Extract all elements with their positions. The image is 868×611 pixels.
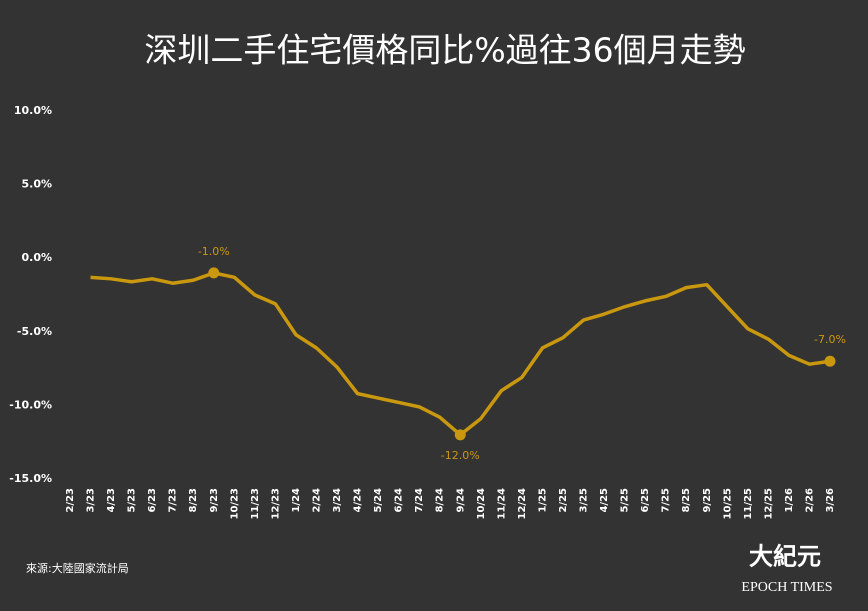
y-tick-label: -10.0% bbox=[9, 398, 52, 411]
x-tick-label: 8/25 bbox=[681, 488, 692, 513]
x-tick-label: 10/23 bbox=[229, 488, 240, 520]
x-tick-label: 9/24 bbox=[455, 488, 466, 513]
x-tick-label: 10/25 bbox=[722, 488, 733, 520]
y-tick-label: 5.0% bbox=[21, 178, 52, 191]
y-tick-label: -5.0% bbox=[17, 325, 52, 338]
point-marker bbox=[208, 267, 220, 279]
x-tick-label: 2/25 bbox=[558, 488, 569, 513]
x-tick-label: 11/25 bbox=[743, 488, 754, 520]
logo-name: 大紀元 bbox=[749, 542, 821, 571]
chart-title: 深圳二手住宅價格同比%過往36個月走勢 bbox=[144, 31, 745, 70]
x-tick-label: 9/25 bbox=[702, 488, 713, 513]
x-tick-label: 6/25 bbox=[640, 488, 651, 513]
x-tick-label: 11/23 bbox=[250, 488, 261, 520]
x-tick-label: 6/24 bbox=[394, 488, 405, 513]
logo-subtitle: EPOCH TIMES bbox=[741, 580, 832, 595]
y-tick-label: 0.0% bbox=[21, 251, 52, 264]
x-tick-label: 7/25 bbox=[661, 488, 672, 513]
x-tick-label: 8/24 bbox=[435, 488, 446, 513]
x-tick-label: 1/26 bbox=[784, 488, 795, 513]
data-label: -1.0% bbox=[198, 245, 230, 258]
x-tick-label: 7/24 bbox=[414, 488, 425, 513]
point-marker bbox=[454, 429, 466, 441]
x-tick-label: 6/23 bbox=[147, 488, 158, 513]
x-tick-label: 4/23 bbox=[106, 488, 117, 513]
y-tick-label: 10.0% bbox=[14, 104, 52, 117]
x-tick-label: 3/23 bbox=[86, 488, 97, 513]
x-tick-label: 2/24 bbox=[311, 488, 322, 513]
x-tick-label: 12/23 bbox=[270, 488, 281, 520]
data-label: -7.0% bbox=[814, 333, 846, 346]
x-tick-label: 2/23 bbox=[65, 488, 76, 513]
x-tick-label: 12/24 bbox=[517, 488, 528, 520]
x-tick-label: 3/26 bbox=[825, 488, 836, 513]
x-tick-label: 4/25 bbox=[599, 488, 610, 513]
x-tick-label: 8/23 bbox=[188, 488, 199, 513]
x-tick-label: 12/25 bbox=[763, 488, 774, 520]
x-tick-label: 7/23 bbox=[168, 488, 179, 513]
x-tick-label: 11/24 bbox=[496, 488, 507, 520]
x-tick-label: 1/24 bbox=[291, 488, 302, 513]
x-tick-label: 2/26 bbox=[804, 488, 815, 513]
source: 來源:大陸國家流計局 bbox=[26, 561, 129, 575]
x-tick-label: 3/25 bbox=[579, 488, 590, 513]
x-tick-label: 10/24 bbox=[476, 488, 487, 520]
x-tick-label: 3/24 bbox=[332, 488, 343, 513]
x-tick-label: 5/23 bbox=[127, 488, 138, 513]
x-tick-label: 4/24 bbox=[353, 488, 364, 513]
x-tick-label: 1/25 bbox=[537, 488, 548, 513]
y-tick-label: -15.0% bbox=[9, 472, 52, 485]
x-tick-label: 5/25 bbox=[620, 488, 631, 513]
data-label: -12.0% bbox=[441, 449, 480, 462]
point-marker bbox=[824, 355, 836, 367]
x-tick-label: 9/23 bbox=[209, 488, 220, 513]
x-tick-label: 5/24 bbox=[373, 488, 384, 513]
